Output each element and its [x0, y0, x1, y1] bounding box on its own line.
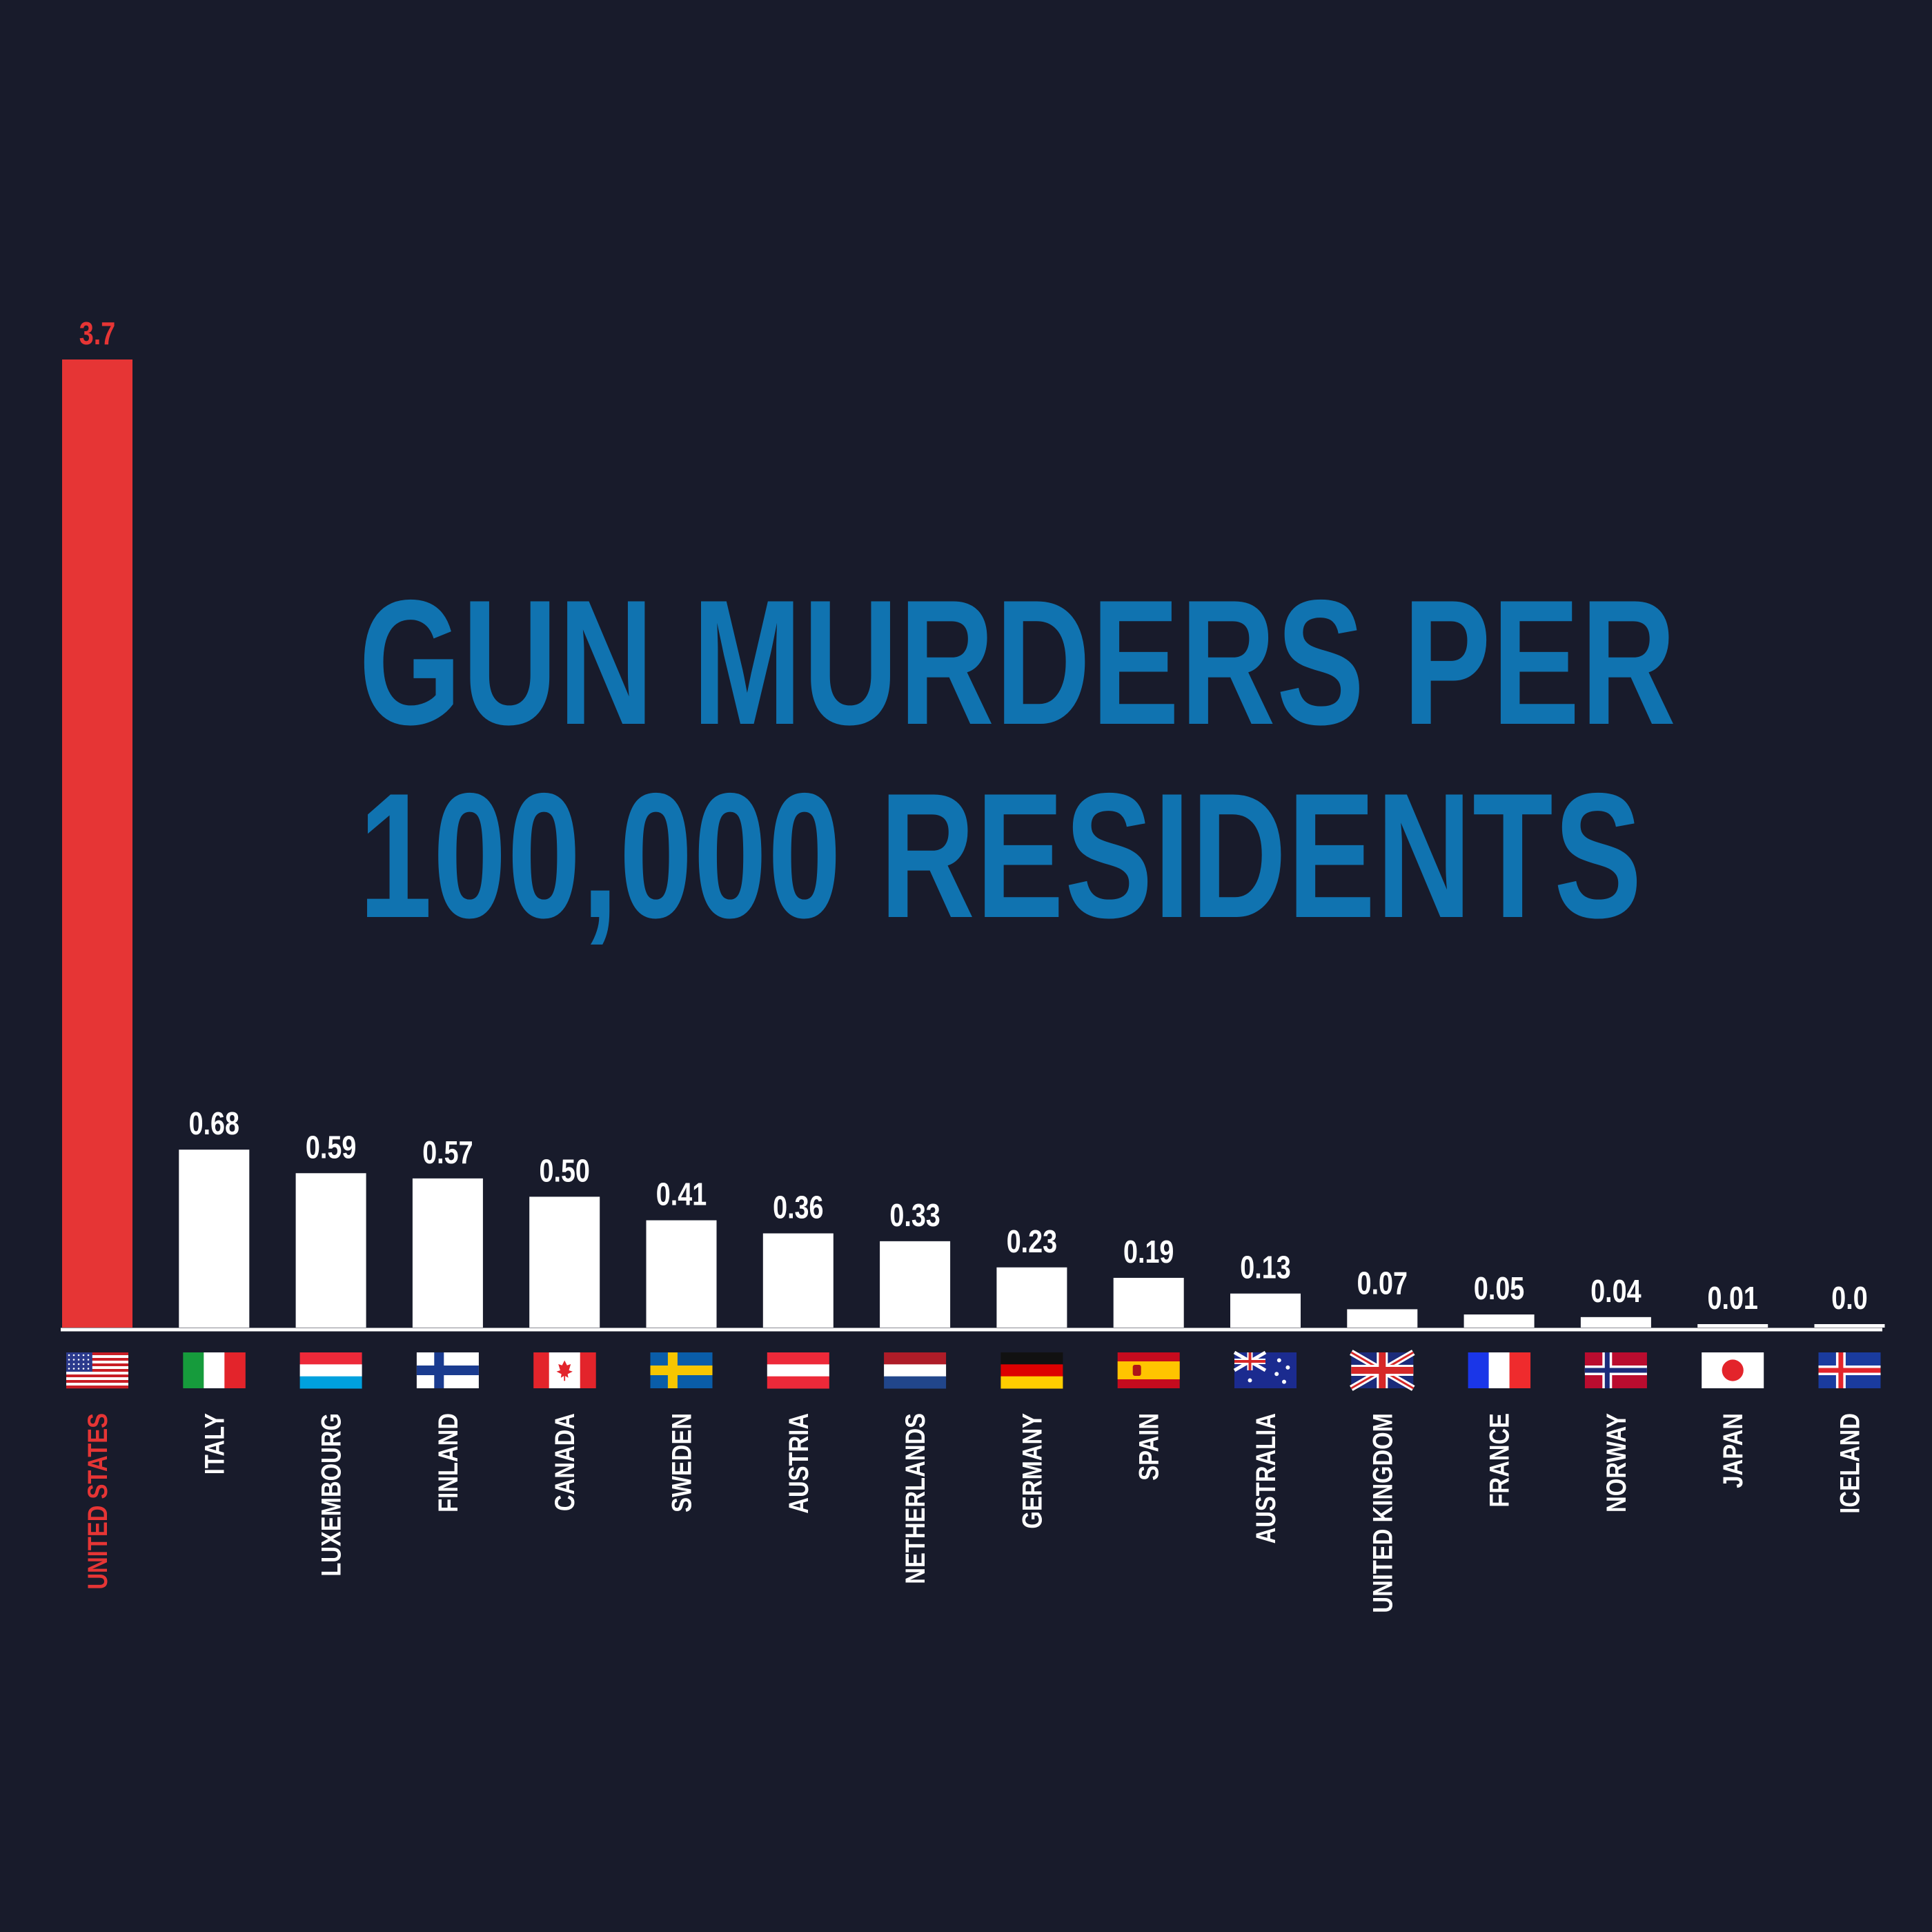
- value-label: 0.01: [1708, 1280, 1758, 1315]
- germany-flag-icon: [1000, 1352, 1063, 1389]
- france-flag-icon: [1468, 1352, 1531, 1388]
- italy-flag-icon: [183, 1352, 246, 1388]
- bar-canada: [529, 1196, 600, 1328]
- category-labels-group: UNITED STATES ITALY LUXEMBOURG FINLAND CANAD…: [82, 1413, 1865, 1613]
- value-label: 0.36: [773, 1190, 823, 1225]
- bar-iceland: [1814, 1324, 1885, 1328]
- uk-flag-icon: [1350, 1350, 1415, 1391]
- chart-title-line-2: 100,000 RESIDENTS: [359, 756, 1643, 955]
- bar-luxembourg: [295, 1173, 366, 1328]
- flags-group: [66, 1350, 1881, 1391]
- value-label: 0.50: [540, 1153, 590, 1188]
- bar-japan: [1697, 1324, 1768, 1328]
- value-label: 0.19: [1123, 1234, 1174, 1269]
- category-label: ICELAND: [1834, 1413, 1865, 1514]
- category-label: GERMANY: [1016, 1413, 1047, 1529]
- category-label: FRANCE: [1484, 1413, 1515, 1508]
- value-label: 0.05: [1474, 1270, 1524, 1305]
- bar-finland: [412, 1178, 483, 1328]
- category-label: AUSTRALIA: [1250, 1413, 1281, 1544]
- japan-flag-icon: [1702, 1352, 1764, 1388]
- category-label: SWEDEN: [666, 1413, 697, 1512]
- chart-title-line-1: GUN MURDERS PER: [359, 562, 1677, 762]
- value-label: 0.13: [1240, 1250, 1290, 1285]
- category-label: CANADA: [549, 1413, 580, 1511]
- us-flag-icon: [66, 1352, 128, 1389]
- category-label: FINLAND: [433, 1413, 464, 1512]
- iceland-flag-icon: [1818, 1352, 1881, 1388]
- norway-flag-icon: [1584, 1352, 1647, 1388]
- bar-sweden: [646, 1220, 717, 1328]
- value-labels-group: 3.7 0.68 0.59 0.57 0.50 0.41 0.36 0.33 0.23 0.19 0…: [79, 315, 1868, 1315]
- netherlands-flag-icon: [884, 1352, 947, 1389]
- value-label: 0.57: [422, 1134, 473, 1170]
- bars-group: [62, 359, 1885, 1328]
- category-label: NETHERLANDS: [900, 1413, 931, 1584]
- value-label: 0.04: [1590, 1273, 1642, 1308]
- finland-flag-icon: [416, 1352, 479, 1388]
- value-label: 0.07: [1357, 1265, 1408, 1301]
- bar-netherlands: [880, 1241, 951, 1328]
- bar-italy: [179, 1150, 250, 1328]
- value-label: 0.68: [189, 1106, 239, 1141]
- bar-france: [1463, 1314, 1535, 1328]
- category-label: LUXEMBOURG: [316, 1413, 347, 1577]
- category-label: JAPAN: [1717, 1413, 1748, 1488]
- category-label: SPAIN: [1134, 1413, 1165, 1481]
- value-label: 0.33: [889, 1197, 940, 1232]
- australia-flag-icon: [1233, 1350, 1297, 1388]
- value-label: 0.0: [1831, 1280, 1867, 1315]
- bar-germany: [996, 1267, 1067, 1328]
- category-label: UNITED STATES: [82, 1413, 113, 1590]
- category-label: AUSTRIA: [783, 1413, 814, 1514]
- value-label: 3.7: [79, 315, 115, 351]
- luxembourg-flag-icon: [299, 1352, 362, 1389]
- austria-flag-icon: [767, 1352, 829, 1389]
- canada-flag-icon: [533, 1352, 596, 1388]
- category-label: UNITED KINGDOM: [1367, 1413, 1398, 1613]
- bar-united-kingdom: [1347, 1309, 1418, 1328]
- sweden-flag-icon: [650, 1352, 713, 1388]
- value-label: 0.59: [306, 1130, 356, 1165]
- value-label: 0.41: [656, 1176, 707, 1212]
- chart-title: GUN MURDERS PER 100,000 RESIDENTS: [359, 562, 1677, 955]
- bar-norway: [1580, 1317, 1651, 1328]
- value-label: 0.23: [1007, 1223, 1057, 1259]
- spain-flag-icon: [1117, 1352, 1180, 1388]
- bar-spain: [1113, 1277, 1184, 1328]
- category-label: NORWAY: [1601, 1413, 1632, 1512]
- bar-united-states: [62, 359, 132, 1328]
- bar-austria: [762, 1233, 834, 1328]
- bar-australia: [1230, 1293, 1301, 1328]
- category-label: ITALY: [199, 1413, 230, 1475]
